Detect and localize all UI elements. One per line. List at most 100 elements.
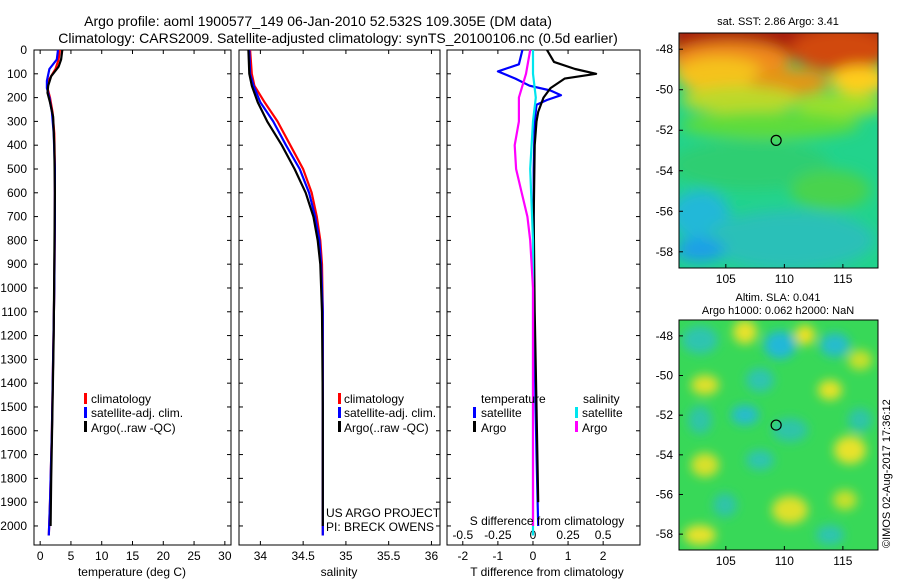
s-tick-label: -0.25	[484, 528, 512, 542]
title-line-2: Climatology: CARS2009. Satellite-adjuste…	[58, 30, 618, 46]
x-tick-label: 35.5	[377, 549, 401, 563]
salinity-series	[247, 49, 324, 536]
depth-tick-label: 1400	[0, 376, 27, 390]
lat-tick-label: -48	[656, 42, 674, 56]
series-line	[46, 49, 64, 527]
legend-argo: Argo(..raw -QC)	[91, 421, 176, 435]
depth-tick-label: 0	[20, 43, 27, 57]
temperature-xlabel: temperature (deg C)	[78, 565, 186, 579]
depth-tick-label: 1600	[0, 424, 27, 438]
temperature-series	[45, 49, 64, 536]
sla-map-axes: -48 -50 -52 -54 -56 -58 105 110 115	[656, 329, 853, 568]
depth-tick-label: 200	[7, 91, 27, 105]
legend-swatch-argo	[84, 421, 87, 432]
lon-tick-label: 115	[833, 272, 852, 286]
lat-tick-label: -52	[656, 123, 674, 137]
legend-satellite: satellite-adj. clim.	[344, 406, 436, 420]
lat-tick-label: -52	[656, 408, 674, 422]
series-line	[247, 49, 324, 526]
x-tick-label: 0	[530, 549, 537, 563]
series-line	[248, 49, 324, 536]
credit-stamp: ©IMOS 02-Aug-2017 17:36:12	[881, 399, 893, 548]
x-tick-label: 2	[600, 549, 607, 563]
depth-tick-label: 1100	[1, 305, 27, 319]
x-tick-label: 34	[254, 549, 268, 563]
depth-tick-label: 400	[7, 138, 27, 152]
depth-tick-label: 500	[7, 162, 27, 176]
difference-legend: temperature salinity satellite satellite…	[473, 392, 623, 435]
depth-tick-label: 900	[7, 257, 27, 271]
lat-tick-label: -56	[656, 487, 674, 501]
sla-map-frame	[678, 319, 879, 551]
s-diff-label: S difference from climatology	[470, 514, 625, 528]
series-line	[496, 49, 563, 527]
sla-map-argo-marker	[770, 419, 782, 431]
legend-argo: Argo(..raw -QC)	[344, 421, 429, 435]
lat-tick-label: -58	[656, 245, 674, 259]
legend-swatch-satellite	[338, 407, 341, 418]
depth-tick-label: 800	[7, 233, 27, 247]
temperature-panel-frame	[33, 49, 232, 546]
salinity-x-axis: 34 34.5 35 35.5 36	[254, 50, 438, 563]
legend-swatch-climatology	[84, 393, 87, 404]
lat-tick-label: -54	[656, 448, 674, 462]
x-tick-label: -1	[493, 549, 504, 563]
salinity-panel-frame	[238, 49, 441, 546]
sst-map-title: sat. SST: 2.86 Argo: 3.41	[717, 16, 839, 28]
legend-temperature-header: temperature	[481, 392, 546, 406]
x-tick-label: 25	[187, 549, 201, 563]
depth-tick-label: 300	[7, 114, 27, 128]
x-tick-label: 35	[339, 549, 353, 563]
lon-tick-label: 115	[833, 554, 852, 568]
x-tick-label: 5	[68, 549, 75, 563]
legend-t-argo: Argo	[481, 421, 507, 435]
depth-tick-label: 1800	[0, 471, 27, 485]
legend-s-satellite: satellite	[582, 406, 623, 420]
legend-s-argo: Argo	[582, 421, 608, 435]
lon-tick-label: 110	[775, 272, 794, 286]
s-tick-label: 0.25	[556, 528, 580, 542]
legend-swatch-climatology	[338, 393, 341, 404]
x-tick-label: 0	[37, 549, 44, 563]
project-line-1: US ARGO PROJECT	[326, 506, 441, 520]
series-line	[532, 49, 598, 503]
sst-map-frame	[678, 32, 879, 269]
sst-map-image	[679, 33, 878, 268]
lon-tick-label: 105	[716, 272, 736, 286]
salinity-legend: climatology satellite-adj. clim. Argo(..…	[338, 392, 436, 435]
lat-tick-label: -50	[656, 83, 674, 97]
temperature-x-axis: 0 5 10 15 20 25 30	[37, 50, 232, 563]
lat-tick-label: -48	[656, 329, 674, 343]
legend-swatch-s-argo	[575, 421, 578, 432]
sla-map-title-1: Altim. SLA: 0.041	[736, 292, 821, 304]
lat-tick-label: -50	[656, 369, 674, 383]
x-tick-label: 15	[126, 549, 140, 563]
depth-tick-label: 1200	[0, 329, 27, 343]
legend-swatch-satellite	[84, 407, 87, 418]
lon-tick-label: 110	[775, 554, 794, 568]
depth-tick-label: 1000	[0, 281, 27, 295]
lat-tick-label: -58	[656, 527, 674, 541]
sla-map-title-2: Argo h1000: 0.062 h2000: NaN	[702, 305, 854, 317]
legend-salinity-header: salinity	[583, 392, 620, 406]
x-tick-label: 30	[218, 549, 232, 563]
x-tick-label: 10	[95, 549, 109, 563]
x-tick-label: 34.5	[291, 549, 315, 563]
difference-series	[496, 49, 598, 536]
salinity-xlabel: salinity	[321, 565, 358, 579]
depth-tick-label: 2000	[0, 519, 27, 533]
depth-tick-label: 1900	[0, 495, 27, 509]
lat-tick-label: -54	[656, 164, 674, 178]
legend-swatch-argo	[338, 421, 341, 432]
difference-panel-frame	[446, 49, 641, 546]
legend-climatology: climatology	[344, 392, 404, 406]
lat-tick-label: -56	[656, 204, 674, 218]
depth-tick-label: 1500	[0, 400, 27, 414]
t-diff-xlabel: T difference from climatology	[470, 565, 624, 579]
lon-tick-label: 105	[716, 554, 736, 568]
sst-map-axes: -48 -50 -52 -54 -56 -58 105 110 115	[656, 42, 853, 286]
depth-axis: 0 100 200 300 400 500 600 700 800 900 1000 1100 1200…	[0, 43, 640, 533]
title-line-1: Argo profile: aoml 1900577_149 06-Jan-20…	[84, 13, 552, 29]
project-line-2: PI: BRECK OWENS	[326, 520, 434, 534]
